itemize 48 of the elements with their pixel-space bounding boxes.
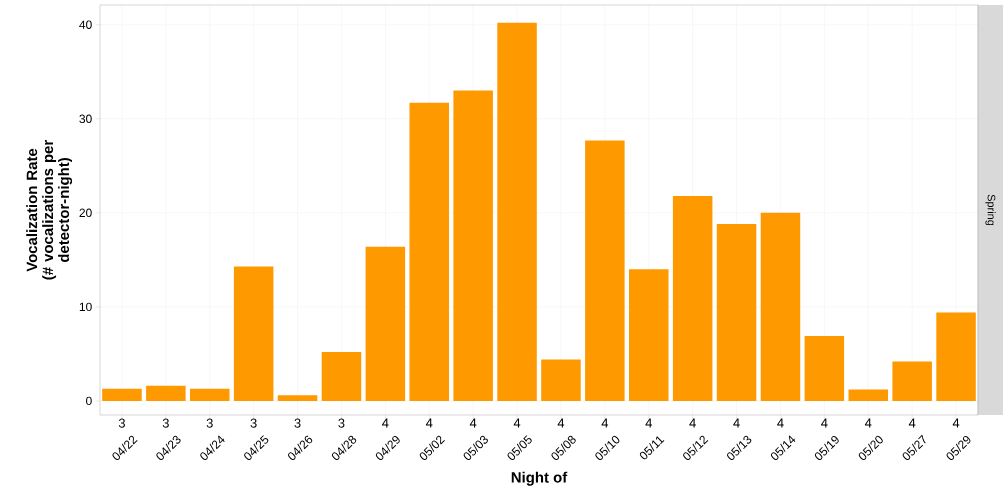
text: 4 [733,418,740,428]
y-axis-title: Vocalization Rate (# vocalizations per detector-night) [26,140,73,280]
bar [629,269,669,401]
bar [146,385,186,401]
text: 4 [645,418,652,428]
text: 4 [425,418,433,428]
text: 3 [294,418,301,428]
bar [233,266,274,401]
bar [716,224,757,401]
bar [541,359,581,401]
text: 4 [689,418,696,428]
text: 3 [162,418,169,428]
y-tick-label: 30 [79,114,92,124]
text: 4 [864,418,872,428]
text: 4 [952,418,960,428]
bar [453,90,493,401]
bar [409,102,450,401]
bar [365,246,406,401]
bar [321,352,362,401]
bar [190,388,230,401]
bar [848,389,889,401]
bar [672,195,713,401]
text: 4 [382,418,389,428]
text: 4 [513,418,521,428]
x-axis-title: Night of [511,471,568,486]
text: Spring [985,194,996,226]
bar [585,140,625,401]
bar [760,212,801,401]
y-tick-label: 20 [79,208,92,218]
bar [497,22,537,401]
text: 3 [338,418,345,428]
y-tick-label: 0 [86,396,92,406]
text: 4 [557,418,565,428]
text: 4 [601,418,609,428]
bar [804,336,845,401]
text: 3 [206,418,213,428]
bar [277,395,318,401]
y-tick-label: 10 [79,302,92,312]
bar [102,388,142,401]
bar [892,361,932,401]
text: 4 [908,418,916,428]
y-tick-label: 40 [79,20,92,29]
text: 4 [821,418,828,428]
text: 3 [250,418,257,428]
text: 4 [777,418,784,428]
text: 4 [469,418,477,428]
bar [936,312,976,401]
text: 3 [118,418,125,428]
